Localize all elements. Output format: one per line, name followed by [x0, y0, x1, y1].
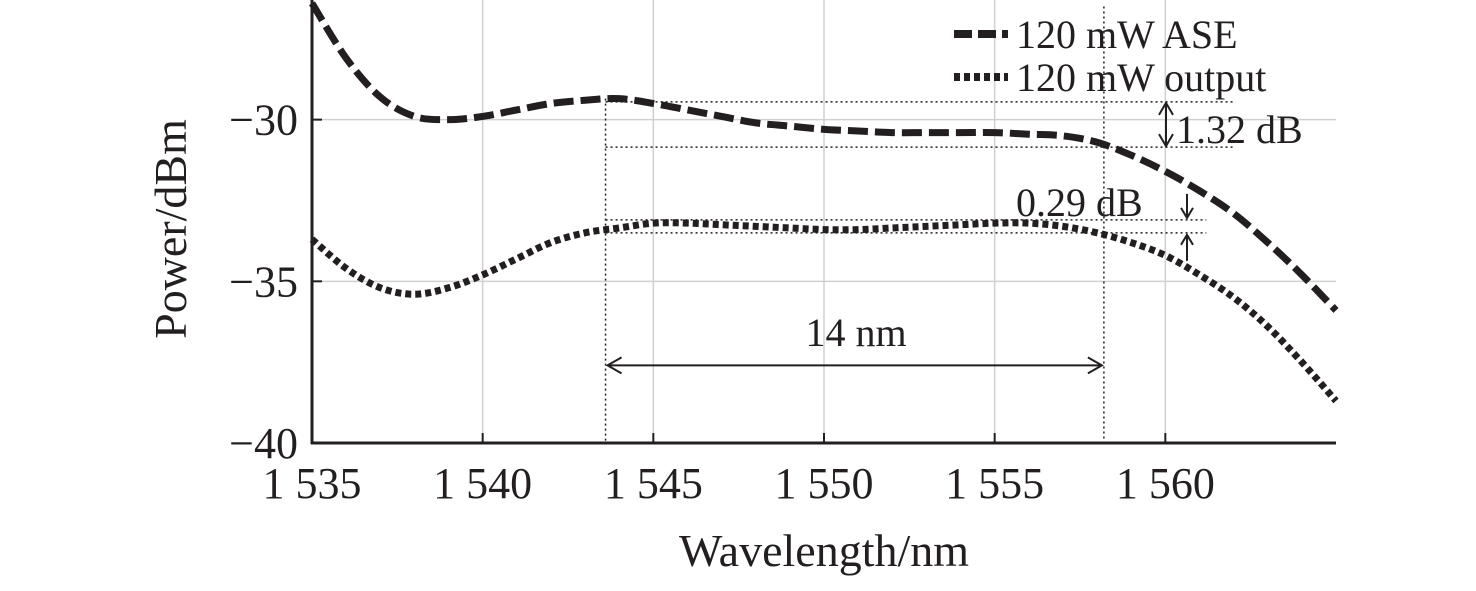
span-label: 14 nm — [805, 310, 906, 355]
x-tick-label: 1 555 — [945, 459, 1044, 508]
output-flatness-label: 0.29 dB — [1016, 180, 1143, 225]
legend-label-ase: 120 mW ASE — [1016, 12, 1238, 57]
ase-flatness-arrowhead-top — [1158, 100, 1174, 116]
annotations — [605, 100, 1194, 375]
x-tick-label: 1 545 — [604, 459, 703, 508]
span-arrowhead-right — [1087, 356, 1104, 375]
x-tick-label: 1 540 — [433, 459, 532, 508]
series-line-ase — [309, 1, 1339, 313]
axes — [310, 0, 1336, 445]
x-tick-label: 1 535 — [263, 459, 362, 508]
x-axis-title: Wavelength/nm — [679, 525, 969, 576]
output-flatness-arrowhead-top — [1180, 207, 1194, 220]
tick-labels: 1 535 1 540 1 545 1 550 1 555 1 560 −40 −35 −30 — [229, 96, 1215, 508]
legend: 120 mW ASE 120 mW output — [954, 12, 1266, 100]
y-axis-title: Power/dBm — [145, 119, 196, 339]
ase-flatness-arrowhead-bottom — [1158, 133, 1174, 149]
x-tick-label: 1 550 — [775, 459, 874, 508]
y-tick-label: −30 — [229, 96, 298, 145]
output-flatness-arrowhead-bottom — [1180, 232, 1194, 246]
legend-label-output: 120 mW output — [1016, 55, 1266, 100]
span-arrowhead-left — [605, 356, 623, 375]
series-lines — [309, 1, 1339, 404]
y-tick-label: −35 — [229, 257, 298, 306]
x-tick-label: 1 560 — [1116, 459, 1215, 508]
series-line-output — [309, 219, 1339, 404]
ase-flatness-label: 1.32 dB — [1176, 107, 1303, 152]
y-tick-label: −40 — [229, 419, 298, 468]
